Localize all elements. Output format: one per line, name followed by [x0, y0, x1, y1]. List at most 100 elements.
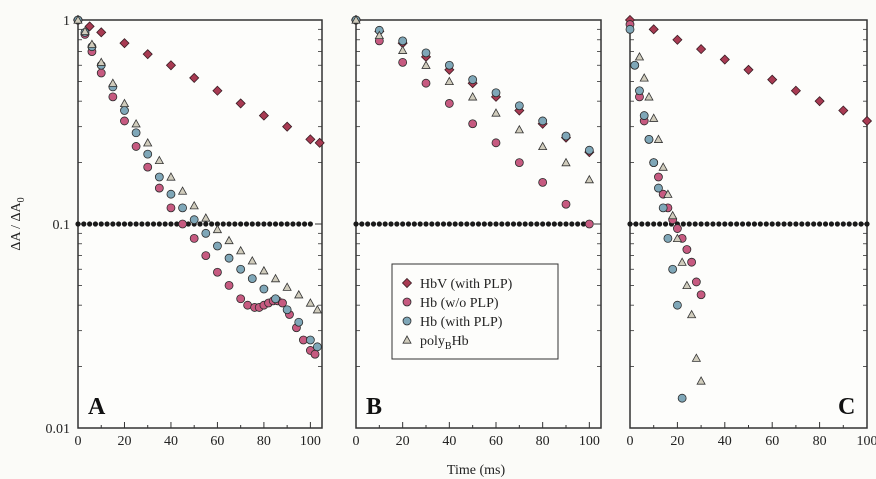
panel-b-threshold-dot	[493, 221, 499, 227]
panel-a-marks	[72, 14, 325, 359]
panel-b-x-tick-label: 40	[442, 434, 456, 449]
panel-c-x-tick-label: 100	[857, 434, 876, 449]
panel-a-polyb-point	[235, 245, 246, 255]
panel-b-hb-with-point	[561, 131, 571, 141]
panel-a-threshold-dot	[104, 221, 110, 227]
panel-c-threshold-dot	[775, 221, 781, 227]
panel-a-hb-wo-point	[278, 298, 287, 308]
panel-a-threshold-dot	[87, 221, 93, 227]
panel-a-hbv-point	[96, 27, 107, 38]
panel-a-threshold-dot	[116, 221, 122, 227]
panel-a-y-tick-label: 0.1	[53, 218, 71, 233]
panel-a-threshold-dot	[168, 221, 174, 227]
panel-b-threshold-dot	[534, 221, 540, 227]
panel-b-ticks: 0 20 40 60 80 100	[353, 19, 601, 449]
panel-a-hb-with-point	[143, 149, 153, 159]
panel-a-threshold-dot	[121, 221, 128, 227]
panel-b-x-tick-label: 20	[396, 434, 410, 449]
panel-c-threshold-dot	[793, 221, 799, 227]
panel-c-threshold-dot	[840, 221, 846, 227]
panel-c-threshold-dot	[627, 221, 633, 227]
panel-a-hb-wo-point	[310, 349, 320, 359]
panel-c-polyb-point	[653, 134, 664, 143]
panel-c-hbv-point	[838, 105, 849, 116]
panel-a-polyb-point	[177, 186, 188, 195]
panel-a-hbv-point	[119, 38, 130, 49]
panel-b-hb-wo-point	[421, 78, 431, 88]
panel-c-hb-wo-point	[687, 257, 697, 267]
panel-c-hb-wo-point	[696, 290, 706, 300]
panel-a-threshold-dot	[267, 221, 273, 227]
panel-b-threshold-dot	[411, 221, 417, 227]
panel-a-polyb-point	[312, 304, 323, 314]
panel-letter-a: A	[88, 394, 106, 420]
panel-a-polyb-point	[143, 137, 153, 147]
panel-b-threshold-dot	[551, 221, 557, 227]
panel-a-hb-wo-point	[201, 251, 211, 261]
panel-c-hb-with-point	[663, 233, 673, 243]
panel-a-hbv-point	[305, 134, 316, 145]
panel-b-hb-wo-point	[538, 177, 548, 187]
panel-c-hbv-point	[719, 54, 730, 65]
panel-a-hb-with-point	[224, 253, 234, 263]
panel-a-polyb-point	[154, 155, 165, 165]
panel-a-hb-wo-point	[108, 92, 118, 102]
panel-a-threshold-dot	[249, 221, 255, 227]
panel-c-x-tick-label: 40	[718, 434, 732, 449]
panel-c-threshold-dot	[781, 221, 787, 227]
panel-a-hbv-point	[84, 21, 95, 32]
panel-c-polyb-point	[677, 257, 687, 266]
panel-c-x-tick-label: 0	[627, 434, 634, 449]
panel-a-hbv-point	[282, 121, 293, 132]
panel-a-hb-with-point	[236, 264, 246, 274]
panel-a-threshold-dot	[278, 221, 284, 227]
panel-a-x-tick-label: 0	[75, 434, 82, 449]
panel-b-threshold-dot	[580, 221, 587, 227]
panel-c-polyb-point	[691, 353, 702, 362]
panel-c-threshold-dot	[704, 221, 710, 227]
panel-a-polyb-point	[73, 15, 83, 24]
panel-c-hb-with-point	[677, 393, 687, 403]
panel-b-x-tick-label: 80	[536, 434, 550, 449]
panel-c-threshold-dot	[716, 221, 722, 227]
panel-c-hbv-point	[743, 64, 754, 75]
panel-b-polyb-point	[491, 108, 501, 117]
panel-a-hb-with-point	[213, 241, 222, 251]
panel-a-threshold-dot	[98, 221, 104, 227]
panel-a-polyb-point	[108, 78, 118, 87]
panel-c-threshold-dot	[834, 221, 840, 227]
panel-a-hb-wo-point	[96, 68, 106, 78]
panel-c-ticks: 0 20 40 60 80 100	[627, 19, 876, 449]
panel-b-threshold-dot	[475, 221, 482, 227]
panel-c-marks	[624, 14, 873, 403]
panel-b-threshold-dot	[353, 221, 359, 227]
legend: HbV (with PLP) Hb (w/o PLP) Hb (with PLP…	[391, 263, 559, 360]
panel-c-polyb-point	[667, 210, 678, 220]
panel-c-threshold-dot	[722, 221, 728, 227]
panel-c-polyb-point	[634, 51, 645, 61]
panel-c-hb-with-point	[668, 264, 678, 274]
panel-b-threshold-dot	[370, 221, 377, 227]
panel-b-polyb-point	[514, 124, 525, 134]
panel-a-y-tick-label: 0.01	[46, 422, 71, 437]
panel-c-threshold-dot	[769, 221, 775, 227]
panel-c-threshold-dot	[639, 221, 645, 227]
panel-a-threshold-dot	[232, 221, 238, 227]
panel-a-hb-with-point	[166, 189, 176, 199]
panel-c-hbv-point	[696, 44, 707, 55]
panel-a-polyb-point	[201, 213, 211, 222]
legend-marker-polyb	[402, 335, 412, 344]
panel-a-threshold-dot	[214, 221, 221, 227]
legend-label-hbv: HbV (with PLP)	[420, 277, 513, 292]
panel-a-polyb-point	[87, 39, 97, 48]
panel-c-threshold-dot	[799, 221, 805, 227]
panel-c-hb-with-point	[625, 24, 635, 34]
panel-c-polyb-point	[658, 162, 668, 171]
panel-a-hb-wo-point	[224, 281, 234, 290]
panel-b-hb-with-point	[538, 116, 548, 126]
legend-label-polyb-end: Hb	[452, 334, 469, 349]
panel-a-polyb-point	[119, 98, 130, 108]
panel-a-hb-wo-point	[236, 294, 246, 304]
panel-b-hb-wo-point	[561, 199, 571, 209]
